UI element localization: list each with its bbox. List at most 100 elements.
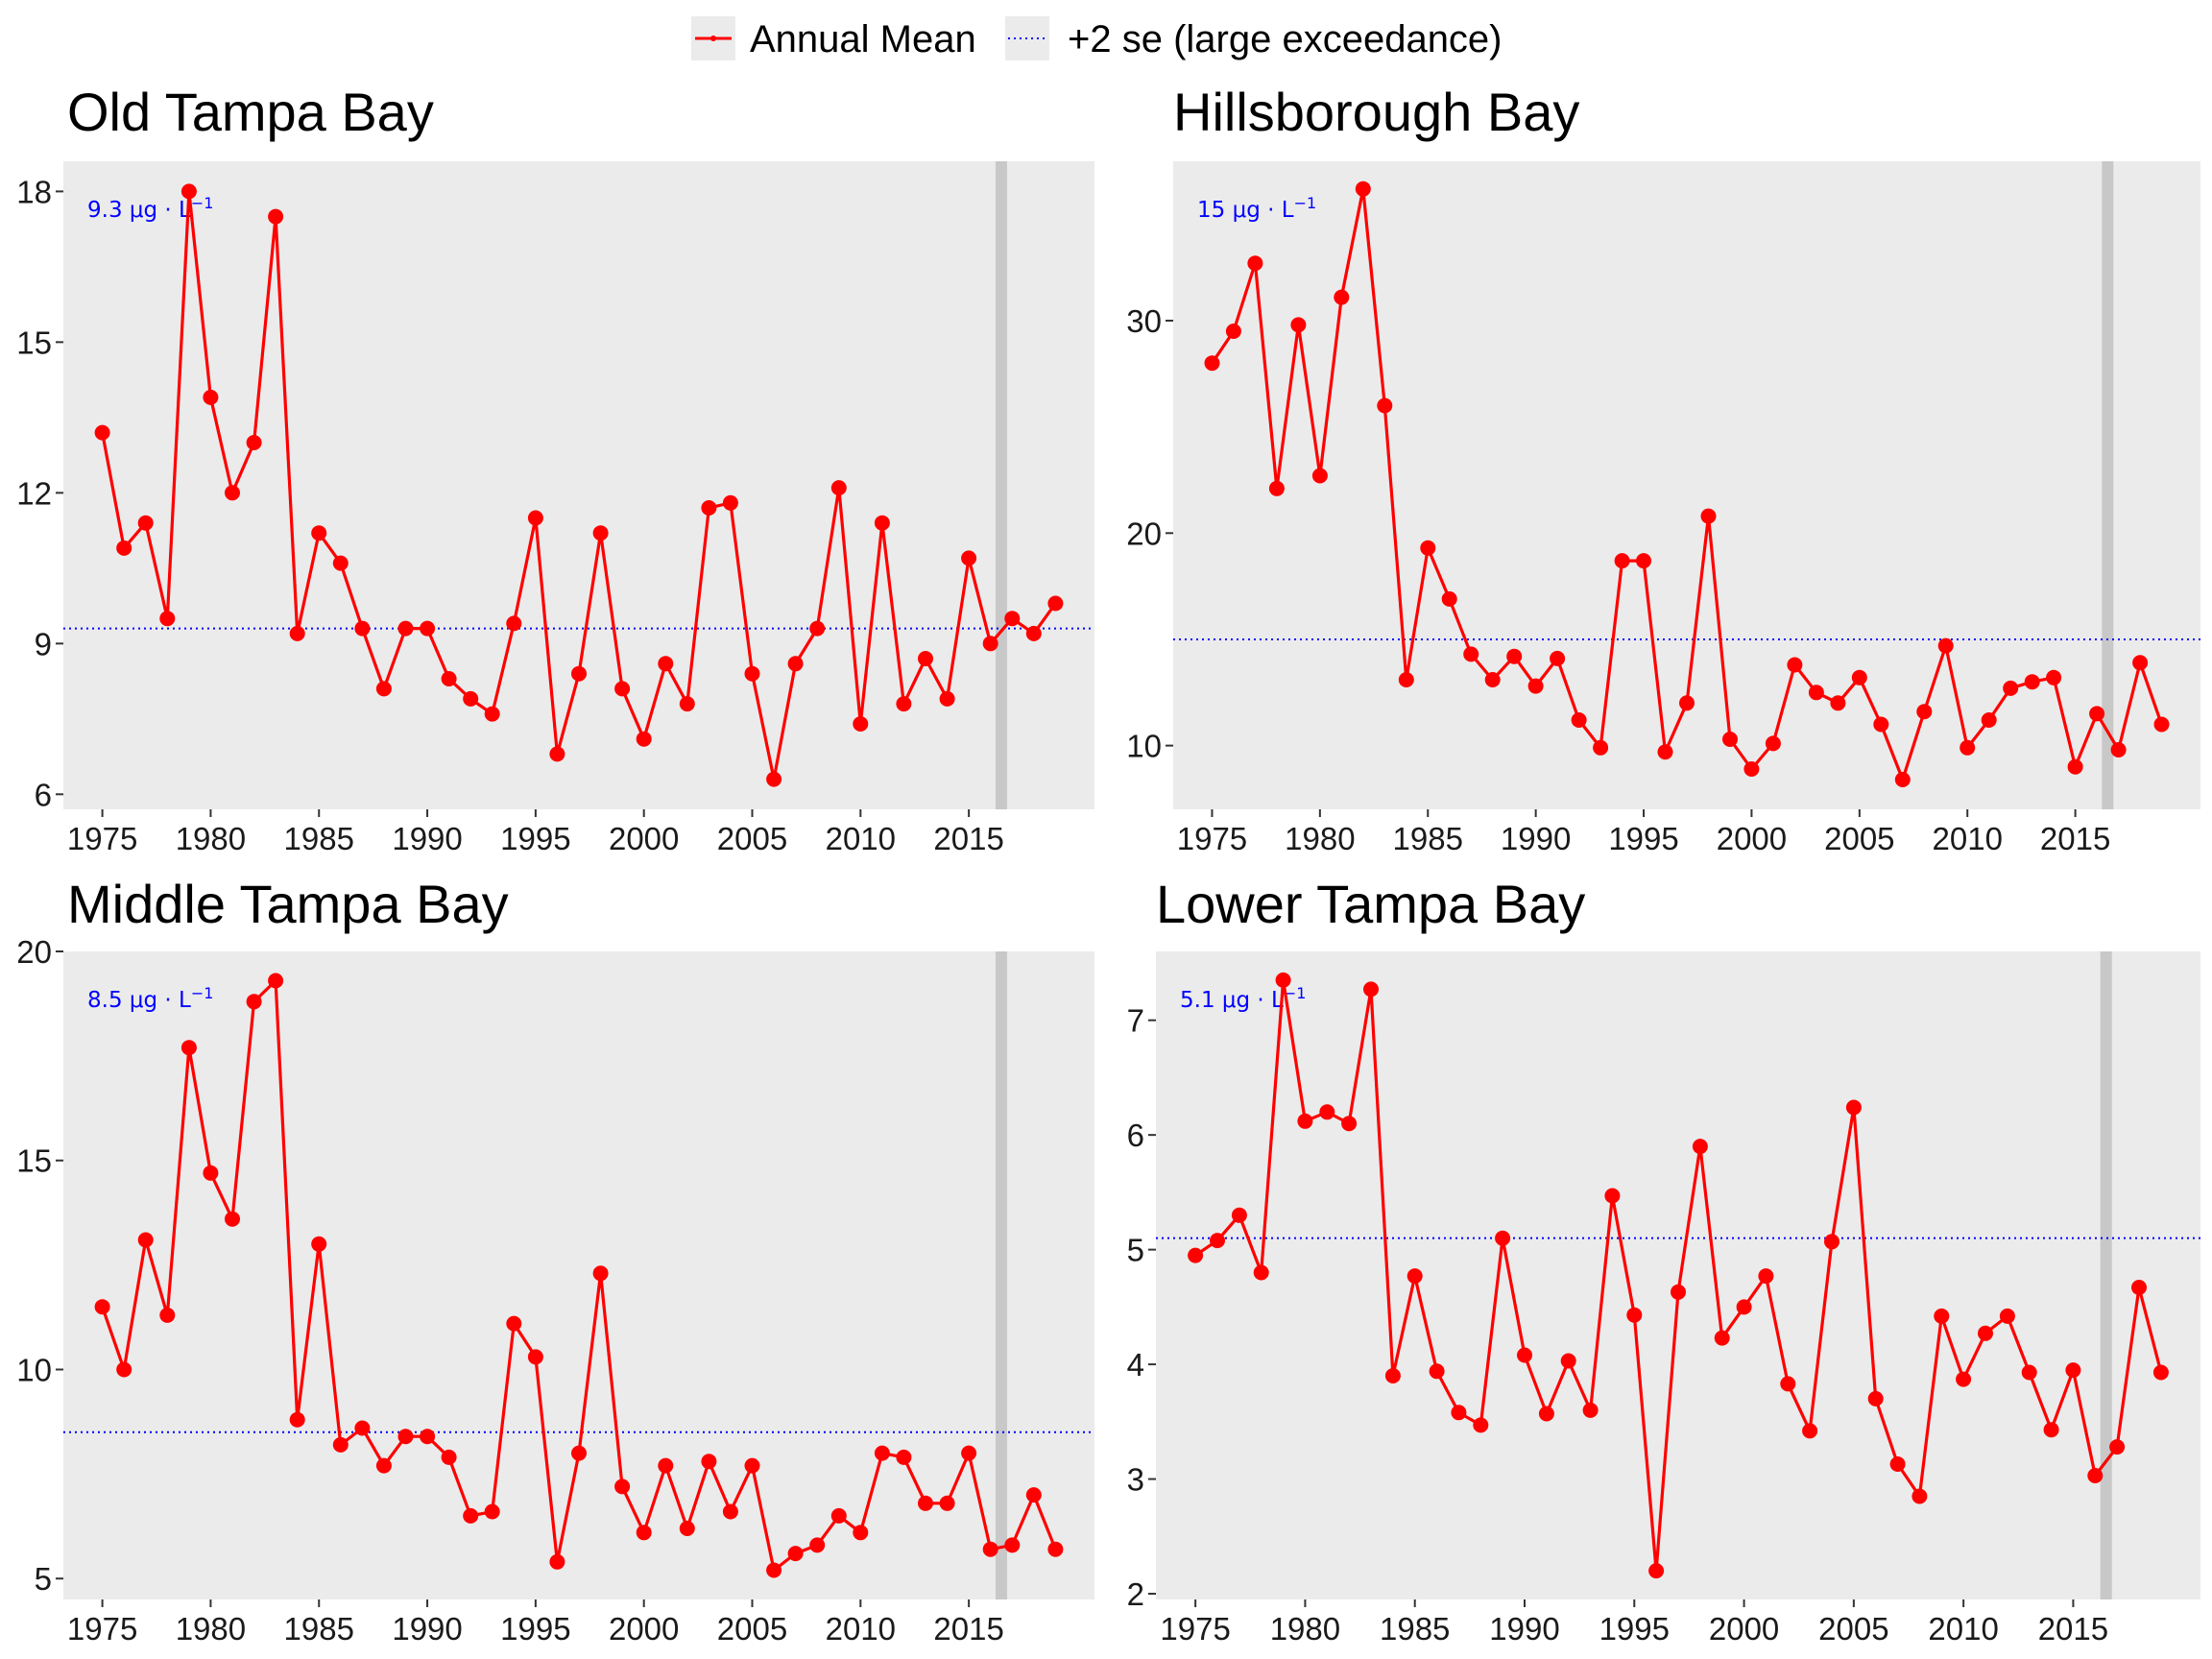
data-point-1984 bbox=[289, 625, 305, 641]
data-point-1996 bbox=[549, 1553, 565, 1570]
data-point-2019 bbox=[1047, 595, 1064, 612]
plot-background bbox=[63, 161, 1094, 809]
data-point-1991 bbox=[1550, 650, 1566, 666]
data-point-2002 bbox=[1780, 1376, 1796, 1392]
y-tick-label: 7 bbox=[1127, 1003, 1144, 1039]
data-point-1999 bbox=[1722, 732, 1738, 747]
x-tick-label: 1990 bbox=[392, 821, 462, 856]
data-point-1998 bbox=[592, 525, 609, 541]
x-tick-label: 2015 bbox=[2040, 821, 2110, 856]
data-point-1994 bbox=[506, 1315, 522, 1332]
data-point-1997 bbox=[1671, 1284, 1686, 1300]
data-point-2005 bbox=[1845, 1099, 1862, 1116]
data-point-2016 bbox=[982, 1541, 998, 1557]
x-tick-label: 1985 bbox=[284, 1611, 354, 1647]
x-tick-label: 1980 bbox=[1285, 821, 1355, 856]
data-point-1991 bbox=[441, 671, 457, 686]
data-point-1999 bbox=[1714, 1330, 1730, 1346]
data-point-2007 bbox=[787, 656, 804, 672]
chart-svg-lower-tampa-bay: Lower Tampa Bay 2 3 4 5 6 7 1975 1980 1985 1990 199… bbox=[1127, 874, 2200, 1647]
threshold-annotation-superscript: −1 bbox=[1294, 194, 1317, 212]
data-point-1982 bbox=[1355, 180, 1371, 197]
data-point-2008 bbox=[809, 620, 826, 637]
data-point-2006 bbox=[1873, 716, 1889, 733]
x-tick-label: 1975 bbox=[67, 821, 137, 856]
data-point-2013 bbox=[918, 651, 933, 666]
panel-hillsborough-bay: Hillsborough Bay 10 20 30 1975 1980 1985 1990 19… bbox=[1106, 77, 2212, 869]
plot-background bbox=[63, 951, 1094, 1599]
data-point-1982 bbox=[246, 435, 262, 450]
data-point-1989 bbox=[1506, 648, 1523, 664]
data-point-1992 bbox=[463, 1507, 479, 1524]
data-point-1988 bbox=[375, 681, 392, 697]
threshold-annotation-superscript: −1 bbox=[191, 194, 214, 212]
data-point-2009 bbox=[1937, 637, 1954, 654]
data-point-2000 bbox=[636, 1525, 652, 1541]
data-point-1988 bbox=[1484, 672, 1501, 687]
data-point-1986 bbox=[1441, 590, 1457, 607]
data-point-1994 bbox=[1614, 553, 1630, 569]
y-tick-label: 15 bbox=[16, 1143, 52, 1179]
plot-background bbox=[1173, 161, 2200, 809]
panel-title: Lower Tampa Bay bbox=[1156, 874, 1585, 934]
data-point-2005 bbox=[744, 1457, 760, 1474]
y-tick-label: 9 bbox=[35, 626, 52, 661]
data-point-2004 bbox=[1830, 695, 1846, 711]
data-point-1985 bbox=[1407, 1268, 1423, 1285]
legend-item-large-exceedance: +2 se (large exceedance) bbox=[1005, 16, 1503, 60]
data-point-2012 bbox=[896, 696, 912, 712]
data-point-2010 bbox=[853, 1525, 869, 1541]
y-tick-label: 18 bbox=[16, 174, 52, 209]
data-point-2009 bbox=[830, 1507, 847, 1524]
data-point-1997 bbox=[571, 665, 587, 682]
data-point-1986 bbox=[332, 1436, 349, 1453]
x-tick-label: 1985 bbox=[1380, 1611, 1450, 1647]
data-point-2013 bbox=[2021, 1364, 2037, 1381]
chart-svg-hillsborough-bay: Hillsborough Bay 10 20 30 1975 1980 1985 1990 19… bbox=[1126, 82, 2200, 856]
data-point-2013 bbox=[2024, 674, 2040, 690]
data-point-1990 bbox=[1517, 1347, 1532, 1363]
legend-item-annual-mean: Annual Mean bbox=[691, 16, 976, 60]
panel-title: Middle Tampa Bay bbox=[67, 874, 509, 934]
data-point-1977 bbox=[137, 515, 154, 531]
data-point-2018 bbox=[1025, 625, 1042, 641]
data-point-2011 bbox=[874, 1445, 890, 1461]
x-tick-label: 1980 bbox=[176, 821, 246, 856]
data-point-2019 bbox=[1047, 1541, 1064, 1557]
data-point-2016 bbox=[2089, 706, 2105, 722]
data-point-1995 bbox=[1626, 1307, 1643, 1323]
data-point-1977 bbox=[1247, 255, 1263, 272]
data-point-2019 bbox=[2153, 716, 2170, 733]
data-point-2012 bbox=[896, 1449, 912, 1465]
x-tick-label: 2015 bbox=[933, 821, 1003, 856]
data-point-1977 bbox=[1231, 1207, 1247, 1223]
data-point-2014 bbox=[2046, 669, 2062, 685]
data-point-1999 bbox=[614, 1479, 631, 1495]
data-point-1989 bbox=[1495, 1230, 1511, 1246]
data-point-2018 bbox=[2132, 655, 2149, 671]
data-point-1975 bbox=[94, 424, 110, 441]
data-point-1975 bbox=[1204, 355, 1220, 372]
y-tick-label: 6 bbox=[35, 777, 52, 812]
data-point-1985 bbox=[311, 1236, 327, 1252]
data-point-2001 bbox=[1765, 735, 1781, 752]
data-point-1984 bbox=[1398, 672, 1414, 687]
x-tick-label: 2005 bbox=[1818, 1611, 1888, 1647]
x-tick-label: 1980 bbox=[176, 1611, 246, 1647]
data-point-2003 bbox=[1802, 1423, 1818, 1439]
data-point-2006 bbox=[1867, 1390, 1884, 1407]
data-point-2006 bbox=[766, 1562, 782, 1578]
data-point-2011 bbox=[874, 515, 890, 531]
data-point-2002 bbox=[679, 696, 695, 712]
data-point-2009 bbox=[830, 480, 847, 496]
chart-svg-middle-tampa-bay: Middle Tampa Bay 5 10 15 20 1975 1980 1985 1990 1… bbox=[16, 874, 1094, 1647]
data-point-2011 bbox=[1981, 712, 1997, 728]
legend-label-annual-mean: Annual Mean bbox=[750, 18, 976, 60]
data-point-1976 bbox=[1210, 1233, 1225, 1249]
x-tick-label: 1975 bbox=[67, 1611, 137, 1647]
data-point-1980 bbox=[1311, 468, 1328, 484]
data-point-2009 bbox=[1934, 1308, 1950, 1324]
data-point-2000 bbox=[1743, 761, 1760, 777]
data-point-2003 bbox=[701, 1454, 717, 1470]
reference-vertical-bar bbox=[995, 161, 1007, 809]
